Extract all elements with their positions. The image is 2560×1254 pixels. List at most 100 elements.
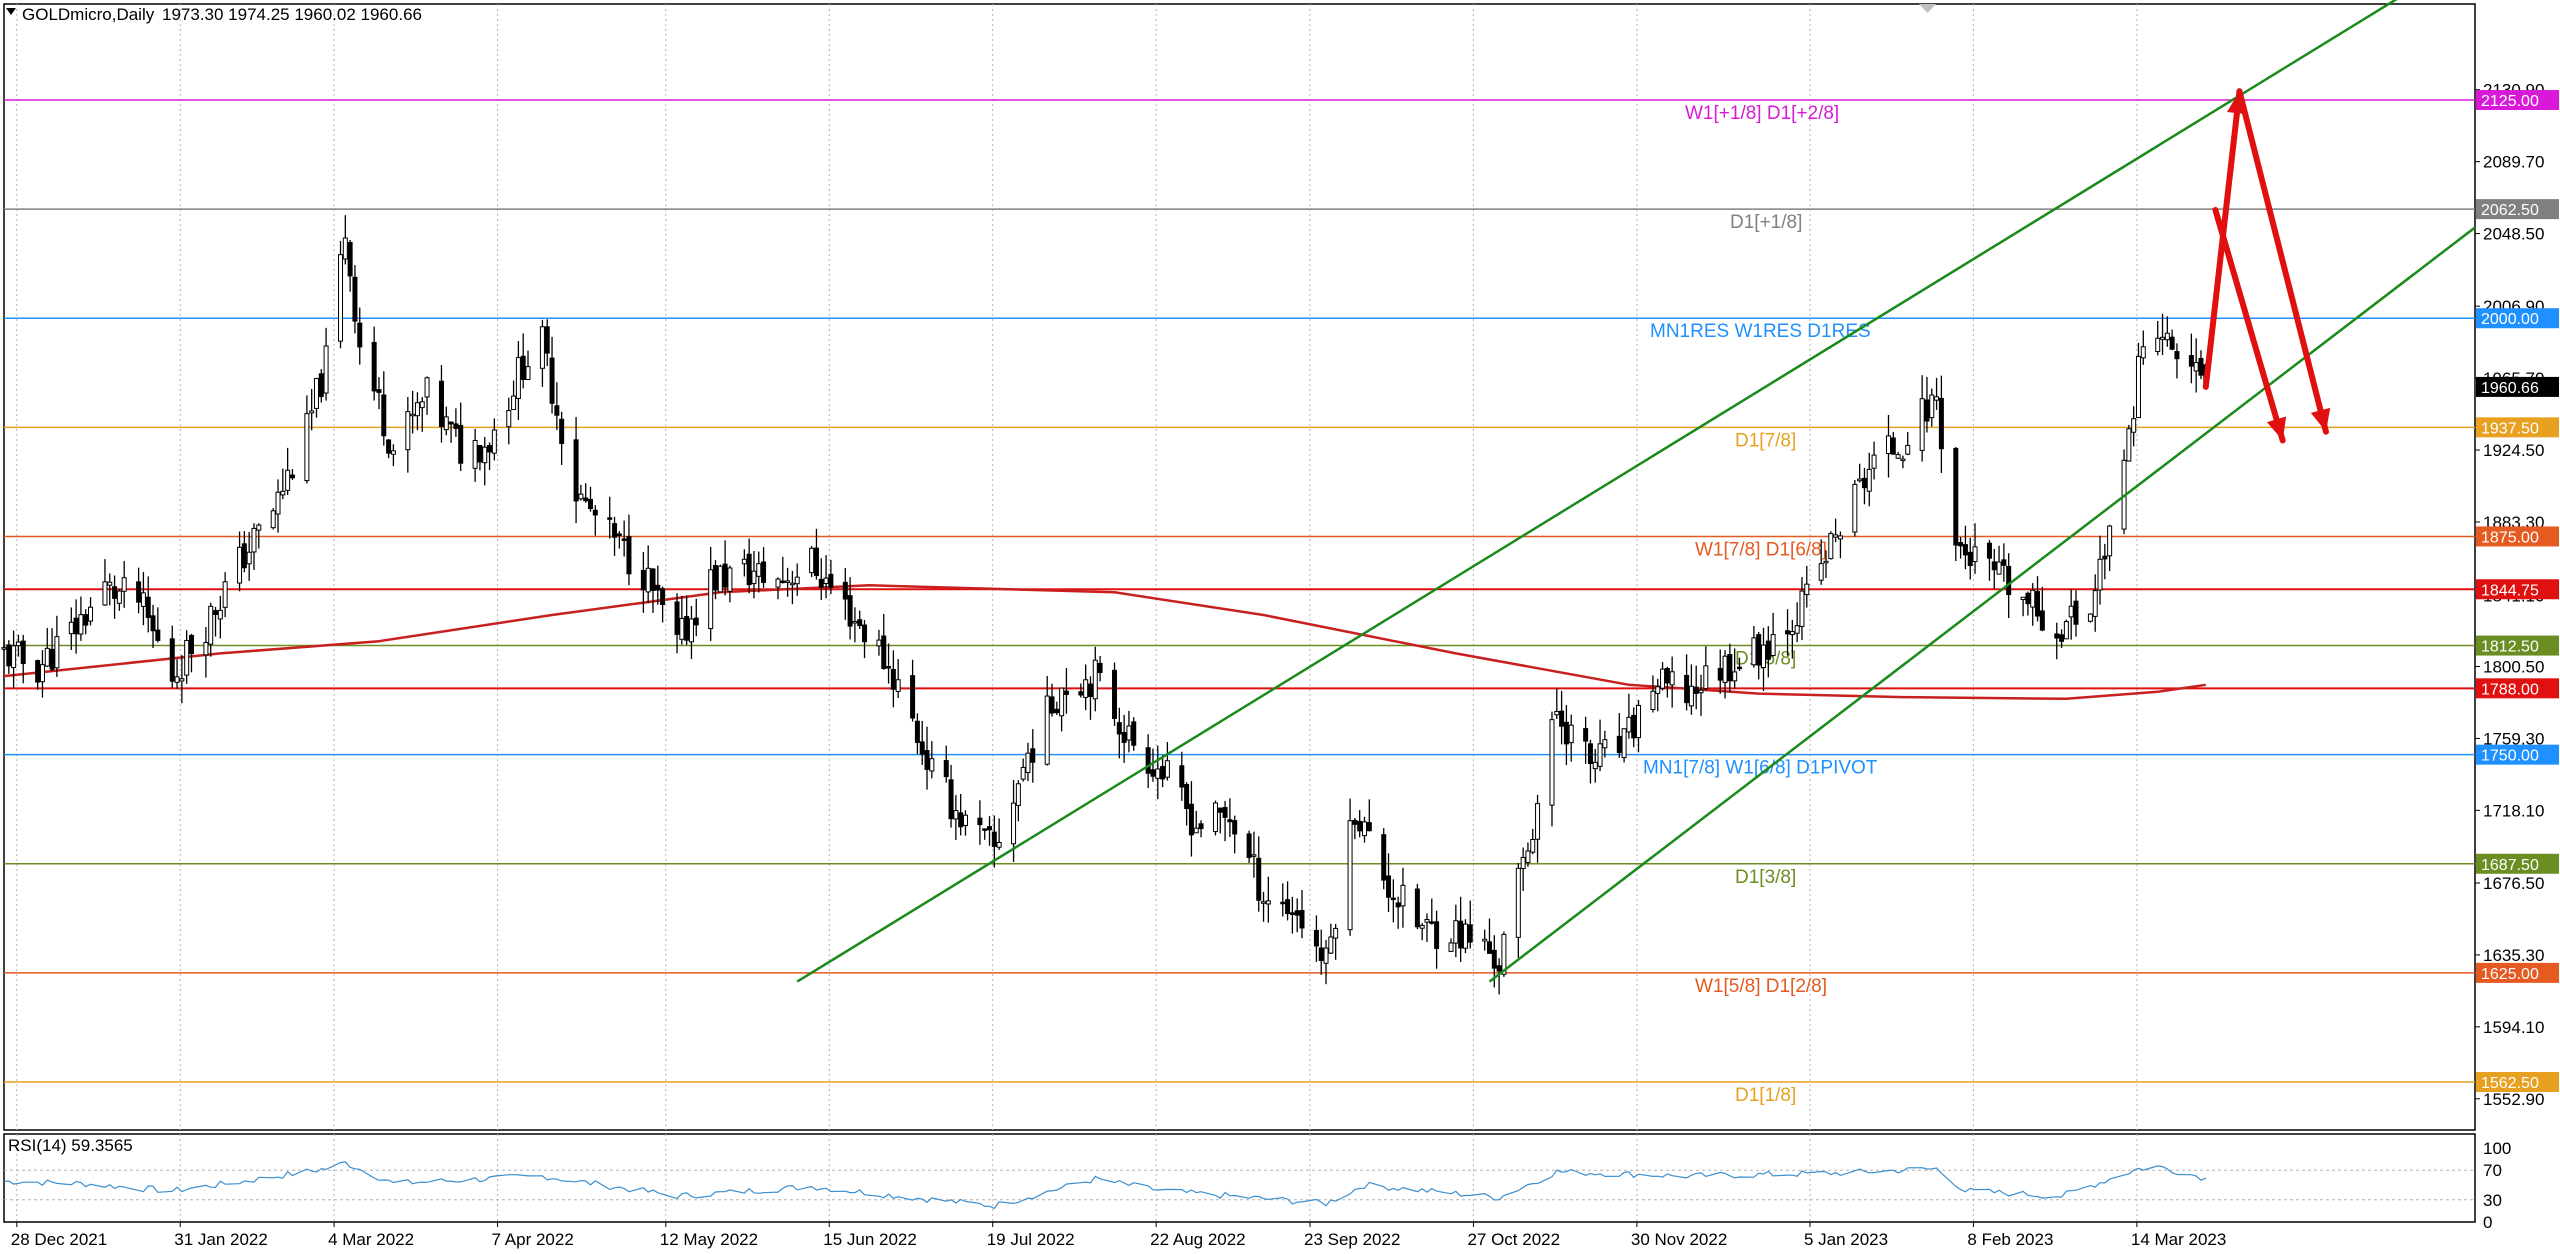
forecast-arrow-down-big[interactable] bbox=[2236, 88, 2329, 435]
rsi-level-label: 70 bbox=[2483, 1161, 2502, 1180]
candle-body bbox=[2140, 346, 2146, 359]
candle-body bbox=[73, 617, 79, 635]
candle-body bbox=[352, 276, 358, 322]
candle-body bbox=[895, 679, 901, 692]
level-caption: W1[5/8] D1[2/8] bbox=[1695, 976, 1827, 997]
candle-body bbox=[1198, 823, 1204, 830]
channel-line-lower[interactable] bbox=[1488, 226, 2476, 983]
time-axis[interactable]: 28 Dec 2021 31 Jan 2022 4 Mar 2022 7 Apr 20… bbox=[11, 1222, 2227, 1249]
rsi-line bbox=[3, 1161, 2207, 1210]
candle-body bbox=[318, 373, 324, 398]
candle-body bbox=[2039, 610, 2045, 631]
candle-body bbox=[1381, 834, 1387, 881]
candle-body bbox=[155, 629, 161, 641]
candle-body bbox=[1131, 721, 1137, 746]
candle-body bbox=[1684, 674, 1690, 704]
candle-body bbox=[559, 418, 565, 444]
candle-body bbox=[1256, 857, 1262, 901]
candle-body bbox=[1554, 711, 1560, 716]
candle-body bbox=[477, 445, 483, 463]
candle-body bbox=[578, 493, 584, 500]
forecast-arrow-down-small[interactable] bbox=[2212, 206, 2286, 444]
candle-body bbox=[1217, 807, 1223, 813]
x-tick-label: 23 Sep 2022 bbox=[1304, 1230, 1400, 1249]
candle-body bbox=[491, 429, 497, 454]
candle-body bbox=[1789, 631, 1795, 636]
candle-body bbox=[1804, 583, 1810, 596]
candle-body bbox=[886, 666, 892, 669]
forecast-arrows[interactable] bbox=[2202, 88, 2331, 444]
candle-body bbox=[112, 586, 118, 599]
candle-body bbox=[612, 523, 618, 538]
candle-body bbox=[116, 590, 122, 604]
candle-body bbox=[1289, 912, 1295, 916]
candle-body bbox=[1669, 671, 1675, 686]
candle-body bbox=[237, 546, 243, 584]
candle-body bbox=[2107, 525, 2113, 557]
candle-body bbox=[775, 578, 781, 588]
candle-body bbox=[203, 641, 209, 656]
candle-body bbox=[876, 639, 882, 647]
candle-body bbox=[1112, 669, 1118, 719]
candle-body bbox=[1636, 705, 1642, 738]
candle-body bbox=[405, 411, 411, 451]
y-tick-label: 1635.30 bbox=[2483, 946, 2544, 965]
candle-body bbox=[2059, 634, 2065, 642]
candle-body bbox=[309, 410, 315, 414]
candle-body bbox=[1015, 783, 1021, 806]
candle-body bbox=[1732, 671, 1738, 682]
x-tick-label: 4 Mar 2022 bbox=[328, 1230, 414, 1249]
price-tags: 2125.00 2062.50 2000.00 1937.50 1875.00 1844.… bbox=[2476, 90, 2559, 1092]
candle-body bbox=[655, 584, 661, 591]
candle-body bbox=[1885, 435, 1891, 455]
candle-body bbox=[410, 413, 416, 417]
candle-body bbox=[1722, 655, 1728, 683]
candle-body bbox=[511, 395, 517, 411]
channel-line-upper[interactable] bbox=[796, 0, 2403, 983]
candle-body bbox=[107, 581, 113, 586]
candle-body bbox=[626, 536, 632, 575]
rsi-panel[interactable]: RSI(14) 59.3565 100 70 30 0 bbox=[3, 1136, 2511, 1232]
collapse-triangle-icon[interactable] bbox=[6, 8, 16, 15]
candle-body bbox=[1126, 725, 1132, 741]
candle-body bbox=[1857, 478, 1863, 482]
candle-body bbox=[549, 357, 555, 404]
candle-body bbox=[342, 237, 348, 260]
grid bbox=[3, 3, 2476, 1223]
candle-body bbox=[818, 578, 824, 588]
candle-body bbox=[2188, 355, 2194, 367]
candle-body bbox=[1794, 625, 1800, 634]
candle-body bbox=[929, 758, 935, 772]
candle-body bbox=[573, 439, 579, 502]
candle-body bbox=[1011, 802, 1017, 845]
candle-body bbox=[1400, 884, 1406, 907]
candle-body bbox=[2063, 621, 2069, 640]
candle-body bbox=[1160, 765, 1166, 780]
candle-body bbox=[88, 606, 94, 622]
candle-body bbox=[179, 678, 185, 682]
level-caption: MN1RES W1RES D1RES bbox=[1650, 321, 1871, 342]
candle-body bbox=[472, 439, 478, 469]
candle-body bbox=[20, 640, 26, 665]
candle-body bbox=[684, 616, 690, 641]
candle-body bbox=[1861, 477, 1867, 489]
candle-body bbox=[1352, 819, 1358, 825]
candle-body bbox=[987, 826, 993, 831]
time-marker-icon[interactable] bbox=[1919, 4, 1936, 13]
candle-body bbox=[390, 450, 396, 455]
candle-body bbox=[1357, 820, 1363, 832]
candle-body bbox=[241, 543, 247, 569]
trend-channel[interactable] bbox=[796, 0, 2476, 983]
candle-body bbox=[256, 524, 262, 531]
candle-body bbox=[1751, 637, 1757, 666]
candle-body bbox=[1097, 662, 1103, 673]
candle-body bbox=[914, 720, 920, 743]
candle-body bbox=[554, 405, 560, 416]
candle-body bbox=[1458, 920, 1464, 949]
candle-body bbox=[1736, 666, 1742, 670]
price-tag-label: 1625.00 bbox=[2481, 966, 2539, 983]
candle-body bbox=[2087, 613, 2093, 622]
candle-body bbox=[1155, 768, 1161, 779]
candle-body bbox=[145, 596, 151, 618]
